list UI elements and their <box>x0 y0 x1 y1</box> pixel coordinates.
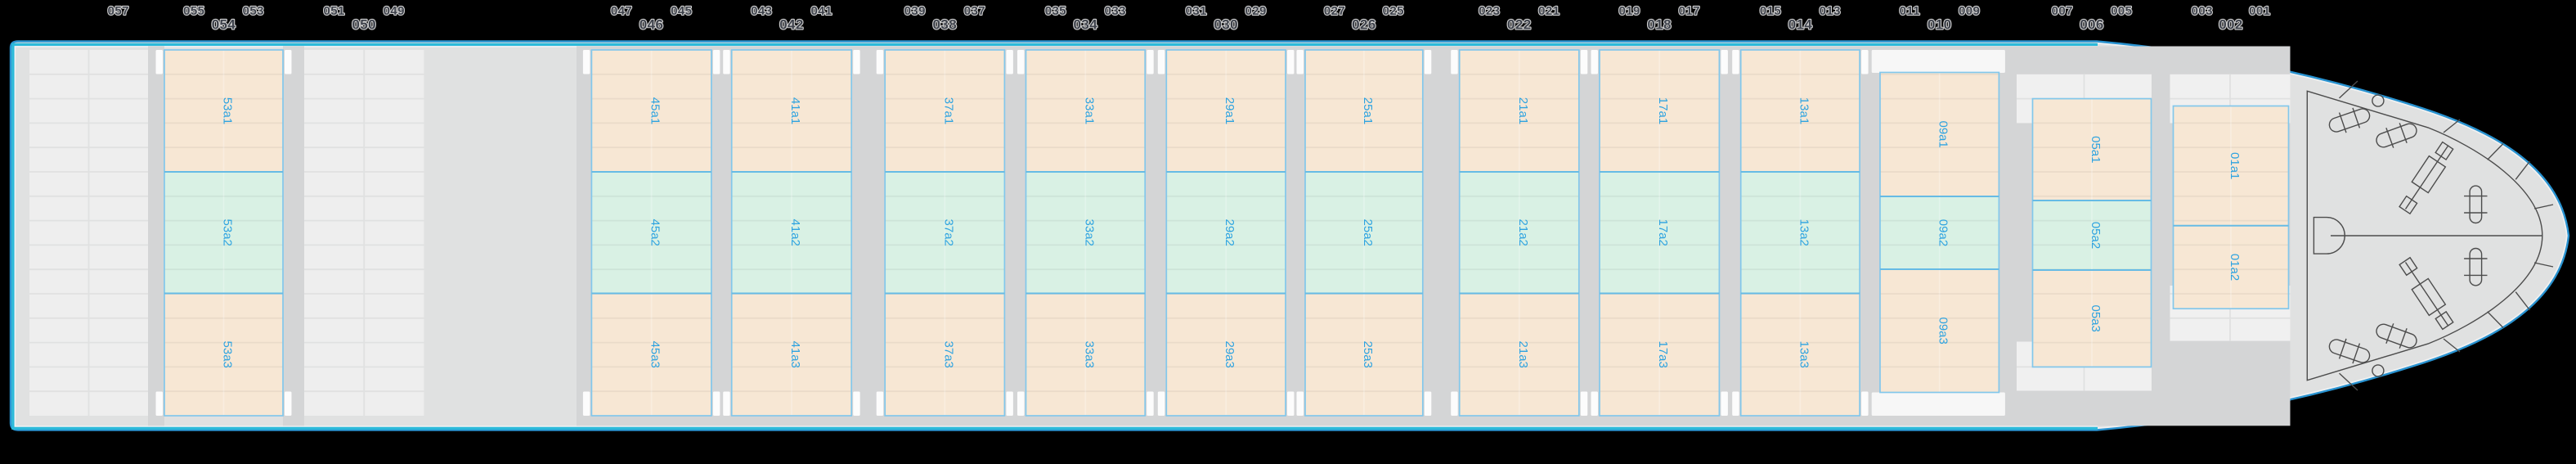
svg-text:13a3: 13a3 <box>1797 341 1811 368</box>
svg-text:13a1: 13a1 <box>1797 97 1811 124</box>
svg-text:030: 030 <box>1214 17 1238 33</box>
svg-text:011: 011 <box>1900 4 1920 18</box>
svg-text:041: 041 <box>810 4 832 18</box>
svg-text:021: 021 <box>1538 4 1560 18</box>
svg-text:25a2: 25a2 <box>1361 219 1375 246</box>
svg-text:053: 053 <box>243 4 264 18</box>
svg-text:53a3: 53a3 <box>221 341 235 368</box>
svg-text:09a2: 09a2 <box>1936 219 1950 246</box>
svg-text:055: 055 <box>183 4 204 18</box>
svg-text:17a3: 17a3 <box>1656 341 1670 368</box>
svg-text:01a1: 01a1 <box>2228 152 2242 179</box>
svg-text:007: 007 <box>2052 4 2073 18</box>
svg-text:37a1: 37a1 <box>941 97 955 124</box>
svg-text:45a1: 45a1 <box>648 97 662 124</box>
svg-text:29a3: 29a3 <box>1223 341 1236 368</box>
svg-text:037: 037 <box>964 4 985 18</box>
svg-text:17a1: 17a1 <box>1656 97 1670 124</box>
svg-text:25a1: 25a1 <box>1361 97 1375 124</box>
svg-text:41a1: 41a1 <box>788 97 802 124</box>
svg-text:057: 057 <box>108 4 129 18</box>
svg-text:41a3: 41a3 <box>788 341 802 368</box>
svg-text:047: 047 <box>611 4 632 18</box>
svg-text:054: 054 <box>212 17 236 33</box>
svg-text:025: 025 <box>1383 4 1404 18</box>
svg-text:05a2: 05a2 <box>2089 222 2103 249</box>
svg-text:034: 034 <box>1074 17 1098 33</box>
svg-text:003: 003 <box>2192 4 2213 18</box>
svg-text:026: 026 <box>1352 17 1376 33</box>
svg-text:13a2: 13a2 <box>1797 219 1811 246</box>
svg-text:031: 031 <box>1186 4 1207 18</box>
svg-text:019: 019 <box>1618 4 1640 18</box>
svg-text:005: 005 <box>2111 4 2132 18</box>
svg-text:033: 033 <box>1105 4 1126 18</box>
svg-text:53a1: 53a1 <box>221 97 235 124</box>
svg-text:013: 013 <box>1820 4 1841 18</box>
svg-text:029: 029 <box>1245 4 1266 18</box>
svg-text:022: 022 <box>1507 17 1532 33</box>
svg-text:006: 006 <box>2080 17 2104 33</box>
svg-text:05a3: 05a3 <box>2089 305 2103 332</box>
svg-text:015: 015 <box>1760 4 1781 18</box>
svg-text:027: 027 <box>1324 4 1345 18</box>
svg-text:21a2: 21a2 <box>1516 219 1530 246</box>
svg-text:33a3: 33a3 <box>1082 341 1096 368</box>
svg-text:045: 045 <box>671 4 692 18</box>
svg-text:051: 051 <box>323 4 344 18</box>
svg-text:37a2: 37a2 <box>941 219 955 246</box>
svg-text:01a2: 01a2 <box>2228 254 2242 281</box>
svg-text:53a2: 53a2 <box>221 219 235 246</box>
svg-text:09a1: 09a1 <box>1936 121 1950 148</box>
svg-text:043: 043 <box>751 4 772 18</box>
svg-text:038: 038 <box>933 17 958 33</box>
svg-text:014: 014 <box>1788 17 1813 33</box>
svg-text:035: 035 <box>1045 4 1066 18</box>
svg-text:29a2: 29a2 <box>1223 219 1236 246</box>
svg-text:29a1: 29a1 <box>1223 97 1236 124</box>
svg-text:09a3: 09a3 <box>1936 318 1950 345</box>
svg-text:009: 009 <box>1959 4 1980 18</box>
svg-text:21a3: 21a3 <box>1516 341 1530 368</box>
svg-text:25a3: 25a3 <box>1361 341 1375 368</box>
svg-text:45a3: 45a3 <box>648 341 662 368</box>
svg-text:17a2: 17a2 <box>1656 219 1670 246</box>
svg-text:039: 039 <box>904 4 926 18</box>
svg-text:010: 010 <box>1928 17 1952 33</box>
svg-text:049: 049 <box>384 4 405 18</box>
svg-text:37a3: 37a3 <box>941 341 955 368</box>
svg-text:33a2: 33a2 <box>1082 219 1096 246</box>
svg-text:33a1: 33a1 <box>1082 97 1096 124</box>
svg-text:45a2: 45a2 <box>648 219 662 246</box>
svg-text:046: 046 <box>640 17 664 33</box>
svg-text:05a1: 05a1 <box>2089 136 2103 163</box>
svg-text:018: 018 <box>1647 17 1672 33</box>
svg-text:002: 002 <box>2219 17 2243 33</box>
svg-text:042: 042 <box>779 17 804 33</box>
svg-text:023: 023 <box>1479 4 1500 18</box>
svg-text:41a2: 41a2 <box>788 219 802 246</box>
svg-text:017: 017 <box>1679 4 1700 18</box>
svg-text:21a1: 21a1 <box>1516 97 1530 124</box>
svg-text:001: 001 <box>2249 4 2270 18</box>
svg-text:050: 050 <box>352 17 376 33</box>
